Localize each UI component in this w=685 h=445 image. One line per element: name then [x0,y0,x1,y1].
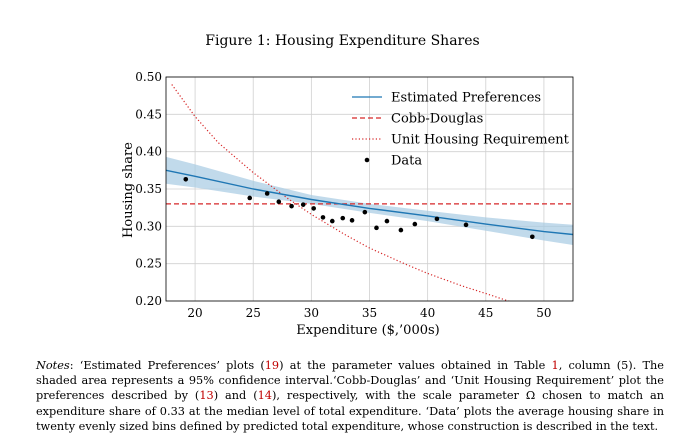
notes-text-1: : ‘Estimated Preferences’ plots ( [69,359,265,372]
data-point [463,222,469,228]
ref-eq13-link[interactable]: 13 [199,389,214,403]
legend: Estimated Preferences Cobb-Douglas Unit Ho… [352,91,570,169]
housing-share-chart: 20 25 30 35 40 45 50 0.20 0.25 0.30 0.35 0.40 0.45 0.… [121,70,574,338]
notes-text-5: ), respectively, with the scale paramete… [36,389,664,433]
axis-ticks: 20 25 30 35 40 45 50 0.20 0.25 0.30 0.35 0.40 0.45 0.… [135,70,551,320]
data-point [311,206,316,211]
data-point [276,199,282,204]
data-point [340,215,346,221]
notes-text-2: ) at the parameter values obtained in Ta… [279,359,552,372]
figure-title: Figure 1: Housing Expenditure Shares [205,33,480,49]
confidence-band-layer [166,156,573,245]
data-point [362,209,368,215]
data-point [434,216,440,222]
data-point [183,176,189,182]
y-tick-label: 0.40 [135,145,162,159]
data-point [329,218,335,224]
data-point [289,203,294,209]
data-point [398,227,404,233]
plot-frame [165,76,574,302]
data-point [320,215,326,220]
data-point [412,221,418,227]
data-point [300,202,306,207]
confidence-band [166,156,573,245]
legend-label: Cobb-Douglas [391,112,483,127]
ref-table1-link[interactable]: 1 [551,359,559,372]
legend-label: Data [391,154,422,169]
x-tick-label: 30 [304,306,319,320]
x-tick-label: 20 [187,306,202,320]
notes-label: Notes [36,359,70,372]
data-point [349,218,355,223]
y-tick-label: 0.30 [135,219,162,233]
y-tick-label: 0.20 [135,294,162,308]
data-point [247,195,253,201]
series-layer [166,84,573,301]
estimated-preferences-line [166,169,573,236]
notes-text-4: ) and ( [213,389,258,403]
legend-label: Estimated Preferences [391,91,541,106]
y-tick-label: 0.50 [135,70,162,84]
y-tick-label: 0.25 [135,257,162,271]
x-tick-label: 45 [478,306,493,320]
y-tick-label: 0.45 [135,107,162,121]
data-point [530,234,535,240]
ref-eq19-link[interactable]: 19 [264,359,280,372]
grid [166,76,573,302]
legend-label: Unit Housing Requirement [391,133,570,148]
ref-eq14-link[interactable]: 14 [257,389,272,403]
x-tick-label: 25 [246,306,261,320]
x-tick-label: 40 [420,306,435,320]
data-point [374,225,379,231]
x-tick-label: 50 [536,306,551,320]
x-axis-label: Expenditure ($,’000s) [296,323,440,338]
figure-notes: Notes: ‘Estimated Preferences’ plots (19… [36,358,664,434]
y-tick-label: 0.35 [135,182,162,196]
x-tick-label: 35 [362,306,377,320]
data-point [384,218,390,224]
y-axis-label: Housing share [121,142,136,238]
notes-text-3: , column (5). The shaded area represents… [36,359,664,403]
legend-data-marker [364,157,370,163]
data-point [264,191,270,196]
